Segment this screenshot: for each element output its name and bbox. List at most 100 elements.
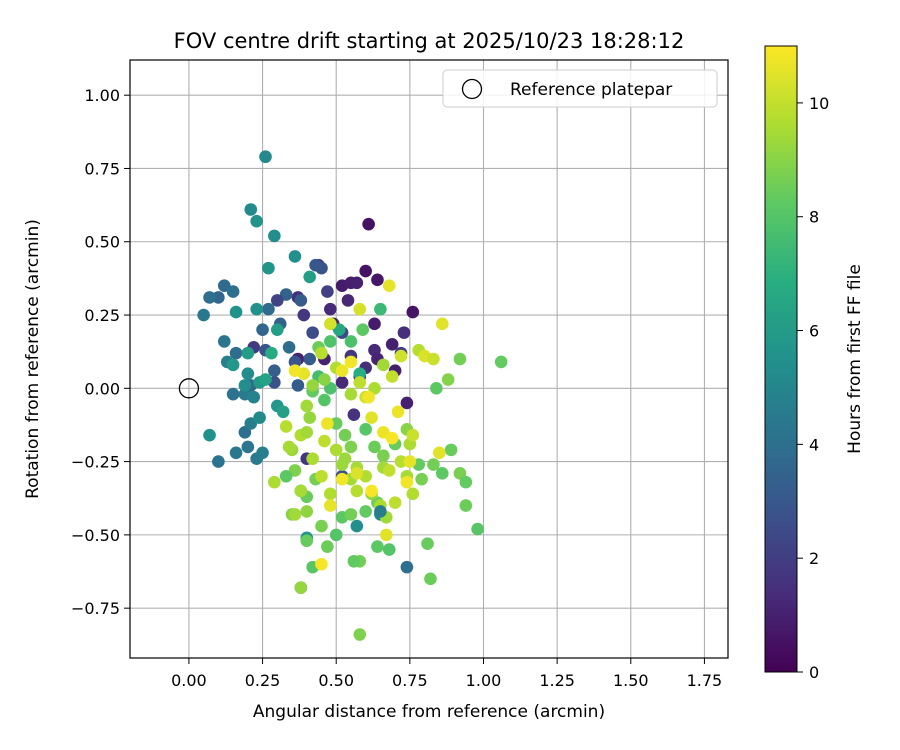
data-point — [344, 440, 358, 454]
data-point — [353, 367, 367, 380]
data-point — [324, 499, 337, 512]
data-point — [270, 323, 284, 336]
data-point — [347, 408, 361, 421]
data-point — [329, 443, 343, 457]
y-tick-label: 0.75 — [84, 159, 120, 178]
data-point — [365, 411, 378, 424]
data-point — [197, 308, 210, 322]
data-point — [359, 505, 372, 518]
data-point — [359, 423, 372, 436]
data-point — [229, 305, 243, 319]
y-tick-label: 0.25 — [84, 306, 120, 325]
colorbar-tick-label: 10 — [809, 94, 829, 113]
data-point — [288, 355, 302, 369]
data-point — [315, 469, 328, 483]
data-point — [226, 387, 240, 401]
data-point — [362, 217, 375, 231]
data-point — [315, 519, 328, 533]
data-point — [217, 335, 231, 348]
data-point — [241, 346, 255, 360]
x-tick-label: 1.50 — [613, 671, 649, 690]
data-point — [309, 258, 322, 272]
y-axis-label: Rotation from reference (arcmin) — [23, 219, 43, 499]
data-point — [256, 446, 269, 460]
data-point — [300, 425, 314, 439]
data-point — [282, 440, 296, 454]
data-point — [427, 352, 440, 366]
x-tick-label: 1.25 — [539, 671, 575, 690]
data-point — [300, 534, 314, 548]
data-point — [268, 229, 281, 243]
colorbar-tick-label: 6 — [809, 322, 819, 341]
data-point — [459, 499, 473, 512]
data-point — [250, 214, 263, 228]
data-point — [441, 373, 455, 386]
y-tick-label: 1.00 — [84, 86, 120, 105]
data-point — [350, 276, 364, 290]
x-tick-label: 0.75 — [392, 671, 428, 690]
plot-frame — [129, 59, 729, 659]
data-point — [435, 317, 449, 331]
data-point — [262, 261, 275, 275]
data-point — [394, 455, 408, 468]
data-point — [203, 428, 216, 442]
data-point — [265, 346, 278, 360]
data-point — [406, 428, 420, 442]
data-point — [356, 323, 370, 336]
data-point — [344, 355, 358, 369]
data-point — [424, 572, 437, 586]
data-point — [226, 285, 240, 298]
data-point — [288, 364, 302, 378]
x-tick-label: 0.50 — [318, 671, 354, 690]
data-point — [335, 472, 349, 486]
data-point — [268, 475, 281, 489]
data-point — [294, 294, 308, 307]
reference-point-marker — [178, 378, 200, 399]
data-point — [324, 317, 337, 331]
data-point — [335, 364, 349, 378]
data-point — [259, 373, 272, 386]
legend-entry-reference: Reference platepar — [510, 80, 672, 100]
legend: Reference platepar — [442, 69, 718, 108]
data-point — [262, 302, 275, 316]
data-point — [382, 279, 396, 293]
x-tick-label: 1.75 — [687, 671, 723, 690]
data-point — [256, 323, 269, 336]
data-point — [350, 467, 364, 480]
data-point — [238, 379, 252, 392]
data-point — [212, 291, 225, 304]
data-point — [226, 358, 240, 372]
data-point — [338, 452, 352, 465]
y-tick-label: −0.50 — [71, 526, 120, 545]
data-point — [427, 458, 440, 471]
data-point — [300, 399, 314, 413]
data-point — [385, 338, 399, 351]
data-point — [403, 455, 417, 468]
data-point — [321, 417, 334, 430]
x-tick-label: 0.00 — [171, 671, 207, 690]
data-point — [368, 440, 381, 454]
data-point — [421, 537, 434, 550]
data-point — [247, 390, 261, 404]
data-point — [259, 150, 272, 164]
data-point — [347, 554, 361, 568]
data-point — [329, 417, 343, 430]
data-point — [368, 317, 381, 331]
colorbar-tick-label: 0 — [809, 663, 819, 682]
data-point — [303, 270, 316, 284]
data-point — [244, 203, 258, 216]
data-point — [471, 522, 484, 536]
data-point — [377, 425, 390, 439]
data-point — [306, 379, 319, 392]
data-point — [350, 519, 364, 533]
data-point — [324, 487, 337, 501]
data-point — [385, 370, 399, 383]
data-point — [300, 505, 314, 518]
data-point — [244, 417, 258, 430]
data-point — [212, 455, 225, 468]
data-point — [433, 446, 446, 460]
data-point — [400, 560, 414, 574]
data-point — [444, 443, 458, 457]
data-point — [318, 393, 331, 407]
data-point — [353, 376, 367, 389]
